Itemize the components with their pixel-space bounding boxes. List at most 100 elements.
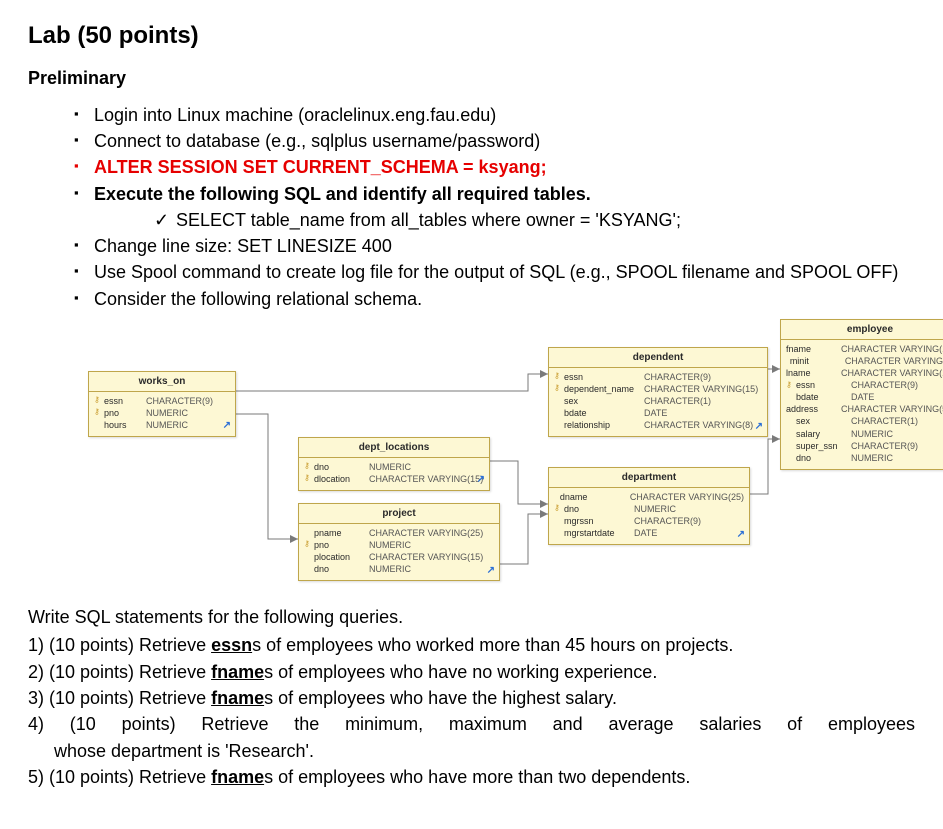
schema-column-name: dno — [564, 503, 634, 515]
prelim-item: Consider the following relational schema… — [74, 287, 915, 311]
reference-arrow-icon: ↗ — [223, 419, 231, 433]
key-icon: ⚷ — [554, 371, 564, 382]
prelim-text-red: ALTER SESSION SET CURRENT_SCHEMA = ksyan… — [94, 157, 547, 177]
schema-column-name: mgrstartdate — [564, 527, 634, 539]
schema-column-row: ⚷dnoNUMERIC — [554, 503, 744, 515]
schema-table-body: dnameCHARACTER VARYING(25)⚷dnoNUMERICmgr… — [549, 488, 749, 545]
query-4-line2: whose department is 'Research'. — [28, 739, 915, 763]
schema-column-type: CHARACTER(1) — [851, 415, 918, 427]
schema-column-row: ⚷dlocationCHARACTER VARYING(15) — [304, 473, 484, 485]
prelim-item: Execute the following SQL and identify a… — [74, 182, 915, 233]
page-title: Lab (50 points) — [28, 20, 915, 52]
reference-arrow-icon: ↗ — [487, 564, 495, 578]
schema-table-department: departmentdnameCHARACTER VARYING(25)⚷dno… — [548, 467, 750, 545]
schema-column-row: dnameCHARACTER VARYING(25) — [554, 491, 744, 503]
key-icon: ⚷ — [304, 461, 314, 472]
schema-column-row: dnoNUMERIC — [304, 563, 494, 575]
reference-arrow-icon: ↗ — [755, 420, 763, 434]
schema-column-type: NUMERIC — [369, 563, 411, 575]
schema-column-name: essn — [564, 371, 644, 383]
schema-column-name: dno — [314, 563, 369, 575]
schema-column-row: bdateDATE — [554, 407, 762, 419]
q-underline: fname — [211, 767, 264, 787]
q-text: 1) (10 points) Retrieve — [28, 635, 211, 655]
schema-table-body: fnameCHARACTER VARYING(15)minitCHARACTER… — [781, 340, 943, 469]
schema-column-name: bdate — [796, 391, 851, 403]
schema-column-type: DATE — [634, 527, 657, 539]
schema-column-type: CHARACTER VARYING(15) — [369, 473, 483, 485]
schema-column-row: lnameCHARACTER VARYING(15) — [786, 367, 943, 379]
schema-column-name: lname — [786, 367, 841, 379]
key-icon: ⚷ — [94, 395, 104, 406]
schema-table-body: ⚷essnCHARACTER(9)⚷dependent_nameCHARACTE… — [549, 368, 767, 437]
schema-column-type: DATE — [644, 407, 667, 419]
prelim-text: Change line size: SET LINESIZE 400 — [94, 236, 392, 256]
schema-column-type: CHARACTER VARYING(25) — [369, 527, 483, 539]
schema-table-body: ⚷essnCHARACTER(9)⚷pnoNUMERIChoursNUMERIC — [89, 392, 235, 436]
schema-table-project: project pnameCHARACTER VARYING(25)⚷pnoNUM… — [298, 503, 500, 581]
queries-intro: Write SQL statements for the following q… — [28, 605, 915, 629]
schema-diagram: works_on⚷essnCHARACTER(9)⚷pnoNUMERIChour… — [88, 319, 928, 599]
schema-column-row: ⚷dnoNUMERIC — [304, 461, 484, 473]
q-text: 4) (10 points) Retrieve the minimum, max… — [28, 714, 915, 734]
schema-column-type: CHARACTER(9) — [851, 440, 918, 452]
schema-column-name: essn — [104, 395, 146, 407]
schema-column-name: bdate — [564, 407, 644, 419]
schema-column-row: ⚷essnCHARACTER(9) — [786, 379, 943, 391]
key-icon: ⚷ — [304, 539, 314, 550]
schema-column-row: fnameCHARACTER VARYING(15) — [786, 343, 943, 355]
schema-column-name: super_ssn — [796, 440, 851, 452]
schema-column-row: ⚷essnCHARACTER(9) — [94, 395, 230, 407]
schema-column-type: CHARACTER VARYING(8) — [644, 419, 753, 431]
schema-column-type: NUMERIC — [634, 503, 676, 515]
prelim-subitem-text: SELECT table_name from all_tables where … — [176, 210, 681, 230]
schema-column-type: CHARACTER VARYING(15) — [644, 383, 758, 395]
queries-section: Write SQL statements for the following q… — [28, 605, 915, 789]
schema-column-name: pno — [314, 539, 369, 551]
q-underline: fname — [211, 662, 264, 682]
q-text: 5) (10 points) Retrieve — [28, 767, 211, 787]
schema-column-name: dno — [796, 452, 851, 464]
schema-column-type: NUMERIC — [851, 452, 893, 464]
key-icon: ⚷ — [786, 380, 796, 391]
schema-column-row: mgrssnCHARACTER(9) — [554, 515, 744, 527]
schema-column-type: CHARACTER VARYING(15) — [841, 367, 943, 379]
key-icon: ⚷ — [94, 407, 104, 418]
schema-column-name: pno — [104, 407, 146, 419]
schema-column-type: DATE — [851, 391, 874, 403]
query-2: 2) (10 points) Retrieve fnames of employ… — [28, 660, 915, 684]
prelim-item: Change line size: SET LINESIZE 400 — [74, 234, 915, 258]
query-1: 1) (10 points) Retrieve essns of employe… — [28, 633, 915, 657]
q-text: s of employees who have the highest sala… — [264, 688, 617, 708]
schema-table-title: dept_locations — [299, 438, 489, 458]
schema-column-row: ⚷dependent_nameCHARACTER VARYING(15) — [554, 383, 762, 395]
schema-column-name: dlocation — [314, 473, 369, 485]
schema-column-row: ⚷pnoNUMERIC — [304, 539, 494, 551]
schema-column-row: sexCHARACTER(1) — [554, 395, 762, 407]
schema-column-name: dependent_name — [564, 383, 644, 395]
q-text: 3) (10 points) Retrieve — [28, 688, 211, 708]
key-icon: ⚷ — [554, 383, 564, 394]
schema-column-type: NUMERIC — [146, 407, 188, 419]
prelim-subitem: SELECT table_name from all_tables where … — [154, 208, 915, 232]
schema-column-row: hoursNUMERIC — [94, 419, 230, 431]
schema-table-title: dependent — [549, 348, 767, 368]
reference-arrow-icon: ↗ — [477, 473, 485, 487]
schema-column-type: CHARACTER VARYING(50) — [841, 403, 943, 415]
schema-column-row: pnameCHARACTER VARYING(25) — [304, 527, 494, 539]
schema-table-body: pnameCHARACTER VARYING(25)⚷pnoNUMERICplo… — [299, 524, 499, 581]
schema-column-row: dnoNUMERIC — [786, 452, 943, 464]
prelim-item: Connect to database (e.g., sqlplus usern… — [74, 129, 915, 153]
prelim-text-bold: Execute the following SQL and identify a… — [94, 184, 591, 204]
schema-column-type: NUMERIC — [369, 461, 411, 473]
schema-table-title: project — [299, 504, 499, 524]
key-icon: ⚷ — [304, 473, 314, 484]
schema-table-dependent: dependent⚷essnCHARACTER(9)⚷dependent_nam… — [548, 347, 768, 437]
schema-column-name: salary — [796, 428, 851, 440]
schema-column-row: ⚷pnoNUMERIC — [94, 407, 230, 419]
q-text: 2) (10 points) Retrieve — [28, 662, 211, 682]
schema-column-name: essn — [796, 379, 851, 391]
query-4-line1: 4) (10 points) Retrieve the minimum, max… — [28, 712, 915, 736]
schema-column-type: CHARACTER VARYING(1) — [845, 355, 943, 367]
schema-column-row: super_ssnCHARACTER(9) — [786, 440, 943, 452]
